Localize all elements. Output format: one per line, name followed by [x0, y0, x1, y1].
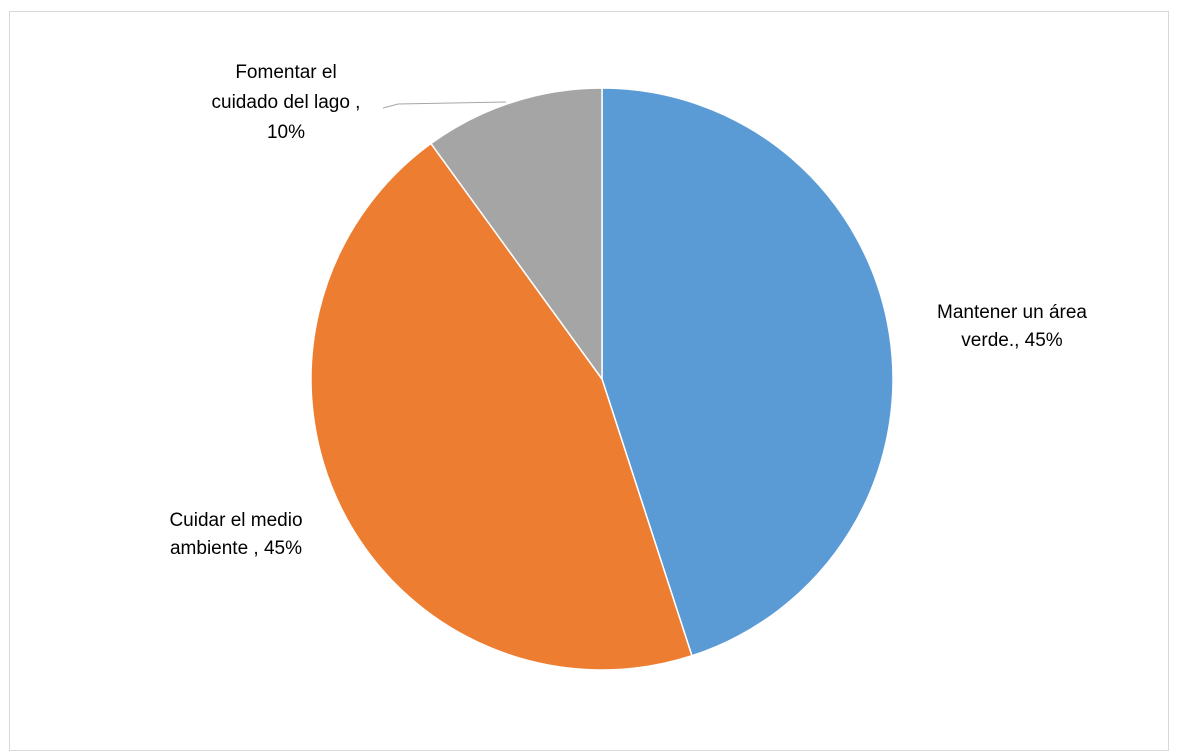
- data-label-line: cuidado del lago ,: [212, 92, 361, 113]
- data-label-cuidar: Cuidar el medio ambiente , 45%: [169, 510, 302, 559]
- data-label-line: ambiente , 45%: [170, 538, 302, 559]
- data-label-line: Fomentar el: [235, 62, 336, 83]
- pie-slice-fomentar: [429, 87, 603, 382]
- data-label-line: Cuidar el medio: [169, 510, 302, 531]
- pie-slice-cuidar: [310, 142, 693, 671]
- data-label-line: Mantener un área: [937, 302, 1087, 323]
- data-label-line: 10%: [267, 122, 305, 143]
- pie-slice-mantener: [601, 87, 894, 657]
- data-label-fomentar: Fomentar el cuidado del lago , 10%: [212, 62, 361, 143]
- data-label-line: verde., 45%: [961, 330, 1062, 351]
- leader-line-fomentar: [382, 101, 507, 109]
- data-label-mantener: Mantener un área verde., 45%: [937, 302, 1087, 351]
